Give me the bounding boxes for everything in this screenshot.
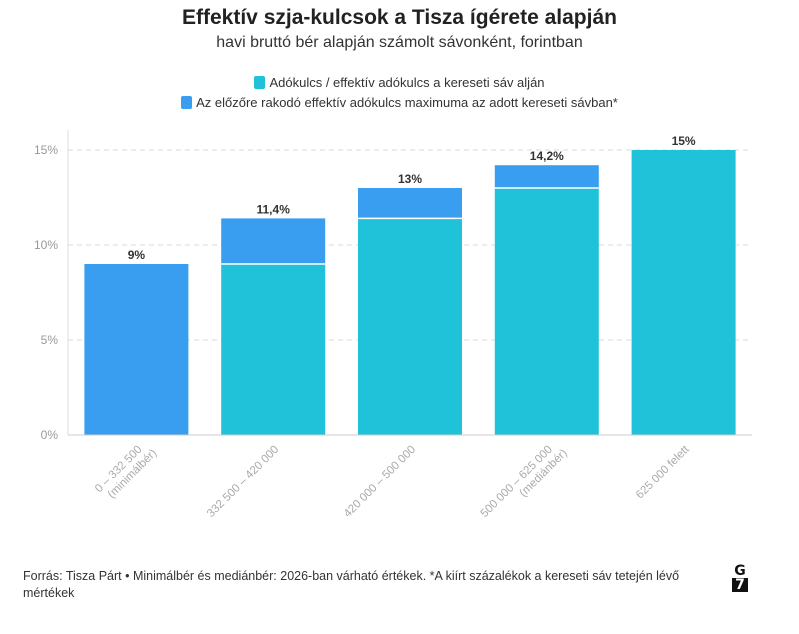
bar-chart: 0% 5% 10% 15% 9% 0 – 332 500(minimálbér) 11,4%… [34, 130, 752, 529]
data-label: 9% [128, 248, 146, 262]
x-tick-label: 625 000 felett [634, 443, 692, 501]
data-label: 11,4% [257, 202, 291, 216]
y-tick-label: 0% [41, 428, 59, 442]
x-tick-label: 500 000 – 625 000(mediánbér) [479, 438, 570, 529]
logo-number: 7 [732, 578, 748, 592]
bar-segment-base [494, 188, 599, 435]
x-tick-label: 332 500 – 420 000 [205, 444, 281, 520]
y-tick-label: 5% [41, 333, 59, 347]
data-label: 13% [398, 172, 422, 186]
data-label: 15% [672, 134, 696, 148]
bar-segment-increment [358, 188, 462, 219]
x-tick-label: 0 – 332 500(minimálbér) [93, 438, 159, 504]
chart-subtitle: havi bruttó bér alapján számolt sávonkén… [216, 34, 583, 51]
y-tick-label: 15% [34, 143, 58, 157]
legend: Adókulcs / effektív adókulcs a kereseti … [0, 72, 799, 112]
chart-title: Effektív szja-kulcsok a Tisza ígérete al… [182, 6, 617, 29]
bar-segment-increment [84, 264, 189, 435]
y-tick-label: 10% [34, 238, 58, 252]
legend-item-base: Adókulcs / effektív adókulcs a kereseti … [0, 72, 799, 92]
x-tick-label-line: 420 000 – 500 000 [342, 444, 418, 520]
bar-segment-base [358, 218, 462, 435]
g7-logo: G 7 [732, 564, 748, 592]
legend-swatch-increment [181, 95, 193, 109]
bar-segment-increment [221, 218, 326, 264]
x-tick-label-line: 625 000 felett [634, 443, 692, 501]
logo-letter: G [734, 563, 746, 579]
x-tick-label-line: 332 500 – 420 000 [205, 444, 281, 520]
x-tick-label: 420 000 – 500 000 [342, 444, 418, 520]
legend-item-increment: Az előzőre rakodó effektív adókulcs maxi… [0, 92, 799, 112]
legend-swatch-base [254, 75, 266, 89]
source-note: Forrás: Tisza Párt • Minimálbér és mediá… [23, 569, 680, 600]
legend-label-base: Adókulcs / effektív adókulcs a kereseti … [269, 74, 545, 90]
legend-label-increment: Az előzőre rakodó effektív adókulcs maxi… [196, 94, 618, 110]
data-label: 14,2% [530, 149, 564, 163]
bar-segment-base [631, 150, 736, 435]
bar-segment-increment [494, 165, 599, 188]
bar-segment-base [221, 264, 326, 435]
